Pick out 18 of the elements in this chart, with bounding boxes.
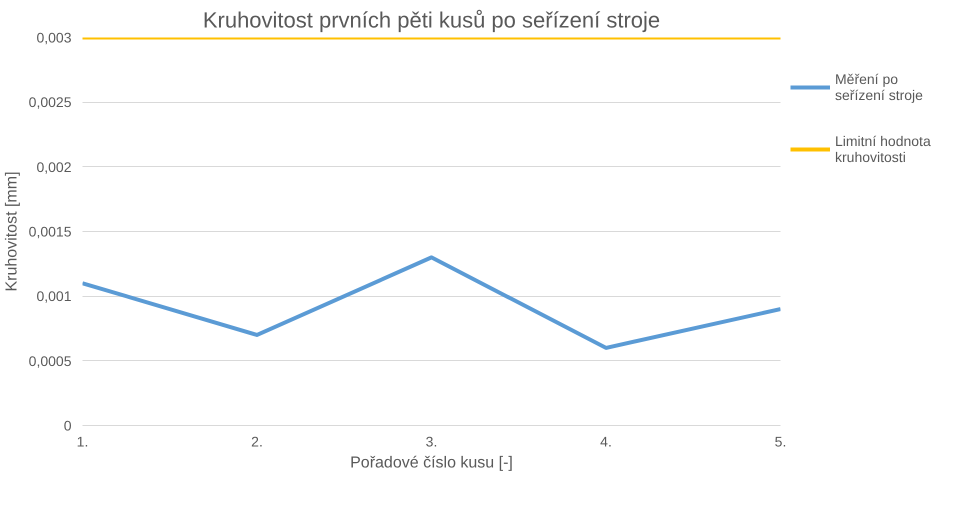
y-tick-label: 0,001 (36, 288, 72, 304)
y-tick-label: 0,0015 (28, 224, 72, 240)
y-tick-label: 0,0025 (28, 94, 72, 110)
y-tick-label: 0,002 (36, 158, 72, 175)
y-tick-label: 0,003 (36, 30, 72, 46)
x-tick-label: 2. (251, 434, 263, 450)
x-tick-label: 3. (426, 434, 438, 450)
y-tick-label: 0,0005 (28, 352, 72, 369)
x-tick-label: 4. (600, 434, 612, 450)
x-tick-label: 1. (76, 434, 88, 450)
chart-title: Kruhovitost prvních pěti kusů po seřízení stroje (202, 8, 660, 32)
y-axis-title: Kruhovitost [mm] (4, 171, 21, 292)
line-series (82, 255, 780, 350)
legend-label: Limitní hodnota kruhovitosti (835, 133, 931, 165)
x-axis-title: Pořadové číslo kusu [-] (350, 454, 513, 472)
legend-label: Měření po seřízení stroje (835, 71, 923, 103)
x-tick-label: 5. (774, 434, 786, 450)
y-tick-label: 0 (64, 418, 72, 434)
